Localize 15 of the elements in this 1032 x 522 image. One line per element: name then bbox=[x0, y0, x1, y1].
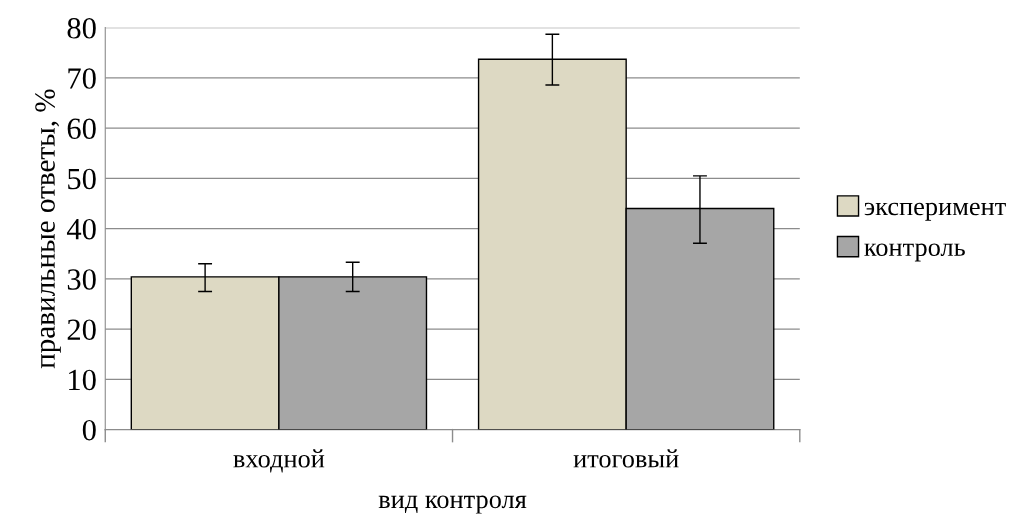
x-axis-title: вид контроля bbox=[378, 495, 527, 514]
x-tick-label: входной bbox=[233, 449, 325, 473]
y-tick-label: 10 bbox=[69, 369, 96, 391]
y-axis-title: правильные ответы, % bbox=[35, 89, 61, 369]
legend-label: контроль bbox=[864, 243, 965, 262]
y-tick-label: 80 bbox=[67, 17, 96, 39]
legend-label: эксперимент bbox=[864, 202, 1006, 221]
y-tick-label: 0 bbox=[82, 419, 96, 441]
y-tick-label: 20 bbox=[67, 319, 96, 341]
y-tick-label: 50 bbox=[68, 168, 96, 190]
y-tick-label: 40 bbox=[66, 218, 96, 240]
y-tick-label: 30 bbox=[67, 269, 96, 290]
x-tick-label: итоговый bbox=[573, 449, 679, 468]
y-tick-label: 70 bbox=[68, 68, 96, 89]
y-tick-label: 60 bbox=[67, 118, 96, 140]
